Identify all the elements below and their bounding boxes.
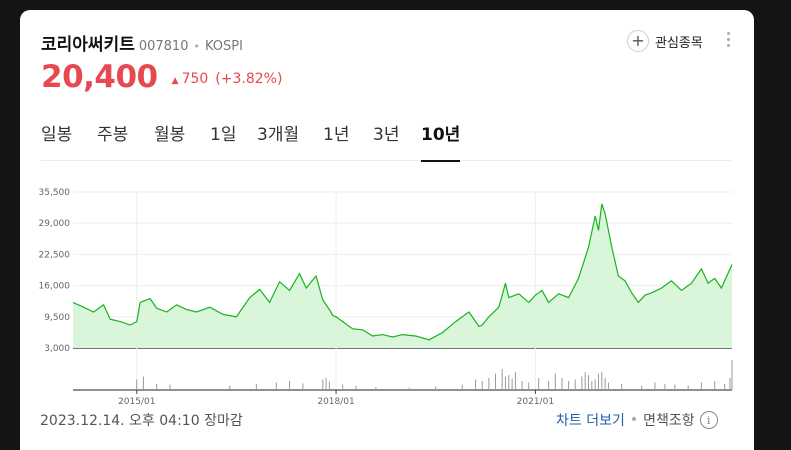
y-tick-label: 22,500 xyxy=(39,250,71,260)
market-label: KOSPI xyxy=(204,39,243,54)
tab-weekly[interactable]: 주봉 xyxy=(97,125,129,145)
change-percent: (+3.82%) xyxy=(215,71,283,87)
price-area xyxy=(73,204,732,348)
change-amount: 750 xyxy=(181,71,209,87)
price-chart[interactable]: 35,500 29,000 22,500 16,000 9,500 3,000 2015/0… xyxy=(20,170,754,406)
period-tabs: 일봉 주봉 월봉 1일 3개월 1년 3년 10년 xyxy=(41,120,731,162)
plus-icon: + xyxy=(627,30,649,52)
tab-daily[interactable]: 일봉 xyxy=(41,125,73,145)
x-tick-label: 2015/01 xyxy=(118,397,155,406)
tab-10year[interactable]: 10년 xyxy=(421,120,461,162)
price-change: ▲ 750 (+3.82%) xyxy=(172,71,283,87)
tab-1day[interactable]: 1일 xyxy=(210,125,237,145)
x-tick-label: 2018/01 xyxy=(317,397,354,406)
price-line xyxy=(72,203,733,341)
x-tick-label: 2021/01 xyxy=(517,397,554,406)
watchlist-label: 관심종목 xyxy=(655,35,703,51)
stock-name[interactable]: 코리아써키트 xyxy=(41,35,135,55)
y-tick-label: 9,500 xyxy=(44,313,70,323)
title-separator: • xyxy=(193,40,200,53)
more-chart-link[interactable]: 차트 더보기 xyxy=(556,413,625,429)
disclaimer-link[interactable]: 면책조항 xyxy=(643,413,695,429)
y-tick-label: 29,000 xyxy=(39,219,71,229)
current-price: 20,400 xyxy=(41,59,158,95)
y-tick-label: 3,000 xyxy=(44,344,70,354)
stock-card: 코리아써키트 007810 • KOSPI + 관심종목 20,400 ▲ 750… xyxy=(20,10,754,450)
footer-links: 차트 더보기 • 면책조항 i xyxy=(556,410,718,430)
market-close-timestamp: 2023.12.14. 오후 04:10 장마감 xyxy=(40,413,243,429)
y-tick-label: 16,000 xyxy=(39,282,71,292)
footer-separator: • xyxy=(629,412,639,428)
info-icon[interactable]: i xyxy=(699,411,718,429)
tab-1year[interactable]: 1년 xyxy=(323,125,350,145)
watchlist-button[interactable]: + 관심종목 xyxy=(627,30,703,52)
stock-title-row: 코리아써키트 007810 • KOSPI xyxy=(41,30,243,55)
tab-3month[interactable]: 3개월 xyxy=(257,125,300,145)
stock-code: 007810 xyxy=(138,39,189,54)
up-triangle-icon: ▲ xyxy=(171,76,179,86)
tab-3year[interactable]: 3년 xyxy=(373,125,400,145)
y-tick-label: 35,500 xyxy=(39,188,71,198)
more-vertical-icon[interactable] xyxy=(727,32,731,47)
price-row: 20,400 ▲ 750 (+3.82%) xyxy=(41,59,282,95)
tab-monthly[interactable]: 월봉 xyxy=(154,125,186,145)
